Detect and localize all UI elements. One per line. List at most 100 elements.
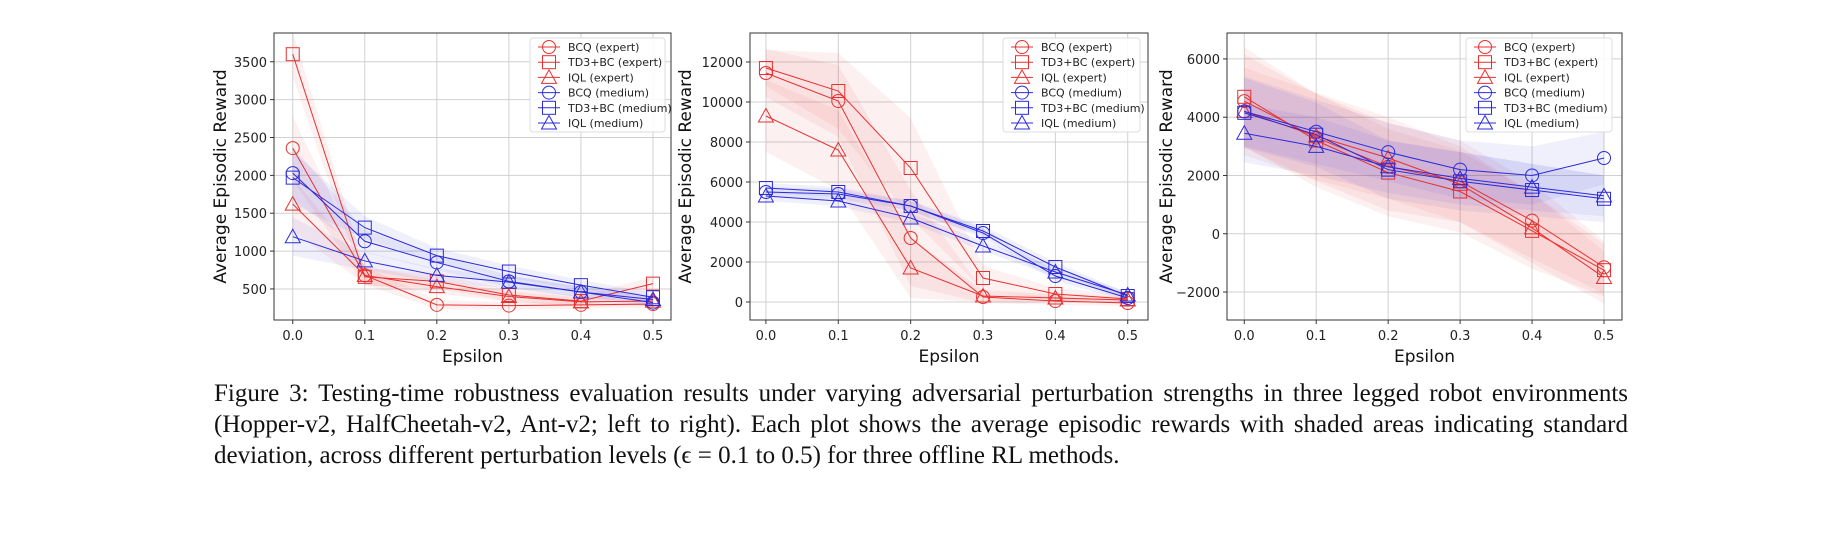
legend-box (529, 37, 666, 133)
data-point (500, 287, 518, 304)
series-iql-medium (1235, 124, 1613, 203)
legend-label: IQL (expert) (568, 71, 634, 84)
x-tick-label: 0.4 (1045, 329, 1066, 344)
std-band (292, 151, 653, 302)
legend-item: TD3+BC (expert) (538, 55, 662, 70)
series-line (1244, 110, 1605, 278)
data-point (974, 287, 992, 303)
y-tick-label: 6000 (710, 176, 743, 191)
circle-marker-icon (542, 85, 556, 100)
data-point (1453, 174, 1468, 189)
series-td3-bc-medium (1237, 105, 1612, 206)
std-band (765, 187, 1128, 301)
series-line (1244, 132, 1605, 197)
data-point (1119, 286, 1137, 302)
y-tick-label: 12000 (702, 56, 743, 71)
x-tick-label: 0.0 (756, 329, 777, 344)
std-band (1244, 77, 1605, 223)
x-tick-label: 0.2 (1378, 329, 1399, 344)
y-tick-label: 500 (242, 283, 267, 298)
legend-box (1465, 37, 1613, 133)
series-line (1244, 112, 1605, 200)
legend-label: IQL (medium) (568, 117, 643, 130)
y-tick-label: 2500 (234, 132, 267, 147)
x-tick-label: 0.0 (282, 329, 303, 344)
series-line (292, 147, 653, 307)
data-point (974, 237, 992, 253)
legend-label: IQL (expert) (1041, 71, 1107, 84)
legend: BCQ (expert) TD3+BC (expert) IQL (expert) B… (1002, 37, 1145, 133)
data-point (1597, 263, 1612, 278)
data-point (902, 259, 919, 275)
data-point (501, 298, 516, 313)
data-point (1047, 289, 1064, 305)
data-point (1597, 150, 1612, 165)
x-tick-label: 0.1 (1306, 329, 1327, 344)
y-tick-label: 2000 (1187, 169, 1220, 184)
data-point (1237, 105, 1252, 120)
x-tick-label: 0.1 (828, 329, 849, 344)
square-marker-icon (1015, 55, 1029, 70)
chart-2: 0.0 0.1 0.2 0.3 0.4 0.5 0 2000 4000 6000 8000 10000… (676, 32, 1149, 367)
legend-label: BCQ (medium) (1041, 87, 1122, 100)
figure: 0.0 0.1 0.2 0.3 0.4 0.5 500 1000 1500 2000 2500 300… (211, 32, 1623, 367)
x-tick-label: 0.2 (900, 329, 921, 344)
data-point (1595, 268, 1613, 284)
data-point (829, 192, 847, 208)
series-line (292, 203, 653, 303)
triangle-marker-icon (1013, 114, 1031, 130)
y-axis-label: Average Episodic Reward (1157, 69, 1177, 283)
legend-box (1002, 37, 1141, 133)
data-point (285, 141, 300, 156)
data-point (903, 161, 918, 175)
data-point (1523, 178, 1541, 194)
x-tick-label: 0.5 (643, 329, 664, 344)
legend-item: IQL (medium) (1011, 114, 1116, 130)
data-point (757, 187, 775, 203)
series-iql-medium (757, 187, 1137, 302)
series-iql-medium (284, 228, 662, 307)
y-tick-label: 3500 (234, 56, 267, 71)
legend-item: BCQ (medium) (1011, 85, 1122, 100)
y-tick-label: 6000 (1187, 53, 1220, 68)
legend-item: TD3+BC (expert) (1011, 55, 1135, 70)
y-tick-label: 1500 (234, 207, 267, 222)
std-band (765, 49, 1128, 306)
triangle-marker-icon (1476, 114, 1494, 130)
series-line (292, 177, 654, 298)
x-tick-label: 0.2 (426, 329, 447, 344)
data-point (501, 264, 516, 279)
data-point (284, 228, 302, 244)
legend: BCQ (expert) TD3+BC (expert) IQL (expert) B… (1465, 37, 1613, 133)
y-tick-label: 4000 (1187, 111, 1220, 126)
series-td3-bc-medium (758, 181, 1135, 303)
series-line (292, 54, 654, 302)
legend-item: BCQ (expert) (1474, 40, 1575, 54)
x-tick-label: 0.3 (1450, 329, 1471, 344)
x-tick-label: 0.5 (1594, 329, 1615, 344)
y-tick-label: −2000 (1176, 286, 1220, 301)
data-point (645, 276, 660, 291)
series-line (765, 187, 1128, 297)
circle-marker-icon (1015, 85, 1029, 100)
y-axis-label: Average Episodic Reward (676, 69, 696, 283)
series-iql-expert (284, 195, 662, 309)
chart-3: 0.0 0.1 0.2 0.3 0.4 0.5 −2000 0 2000 4000 6000 Epsi… (1157, 32, 1623, 367)
series-line (292, 172, 654, 304)
legend-label: BCQ (expert) (1041, 41, 1112, 54)
std-band (1244, 47, 1605, 297)
square-marker-icon (1478, 55, 1492, 70)
series-line (765, 195, 1128, 296)
triangle-marker-icon (1013, 68, 1031, 84)
y-tick-label: 1000 (234, 245, 267, 260)
x-tick-label: 0.5 (1117, 329, 1138, 344)
legend-label: TD3+BC (medium) (567, 102, 672, 115)
series-line (765, 67, 1128, 300)
legend-label: TD3+BC (expert) (1040, 56, 1135, 69)
legend-item: TD3+BC (medium) (538, 100, 672, 115)
data-point (1525, 213, 1540, 228)
data-point (500, 273, 518, 289)
y-tick-label: 2000 (710, 256, 743, 271)
legend-label: BCQ (expert) (1504, 41, 1575, 54)
data-point (356, 252, 374, 268)
